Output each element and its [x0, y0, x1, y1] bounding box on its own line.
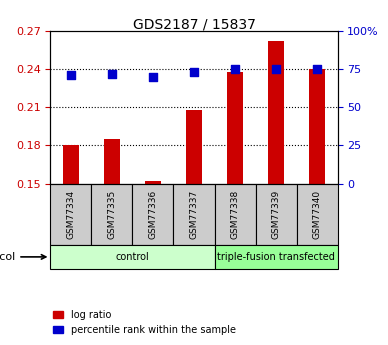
Point: [191, 69, 197, 75]
Point: [68, 72, 74, 78]
Bar: [227, 72, 243, 184]
FancyBboxPatch shape: [50, 184, 92, 245]
Bar: [309, 69, 325, 184]
Point: [150, 74, 156, 80]
Point: [273, 67, 279, 72]
Text: GSM77334: GSM77334: [66, 190, 75, 239]
FancyBboxPatch shape: [132, 184, 173, 245]
Legend: log ratio, percentile rank within the sample: log ratio, percentile rank within the sa…: [52, 308, 238, 337]
Bar: [186, 110, 202, 184]
Text: GSM77337: GSM77337: [189, 189, 199, 239]
Text: GSM77338: GSM77338: [230, 189, 239, 239]
Bar: [268, 41, 284, 184]
Text: GSM77335: GSM77335: [107, 189, 116, 239]
FancyBboxPatch shape: [50, 245, 215, 269]
Bar: [104, 139, 120, 184]
Bar: [63, 146, 79, 184]
Point: [232, 67, 238, 72]
Text: GSM77339: GSM77339: [272, 189, 281, 239]
Text: GDS2187 / 15837: GDS2187 / 15837: [133, 17, 255, 31]
FancyBboxPatch shape: [256, 184, 296, 245]
FancyBboxPatch shape: [215, 245, 338, 269]
FancyBboxPatch shape: [296, 184, 338, 245]
Text: GSM77336: GSM77336: [149, 189, 158, 239]
Text: triple-fusion transfected: triple-fusion transfected: [217, 252, 335, 262]
Text: control: control: [116, 252, 149, 262]
Point: [314, 67, 320, 72]
FancyBboxPatch shape: [92, 184, 132, 245]
FancyBboxPatch shape: [173, 184, 215, 245]
Bar: [145, 181, 161, 184]
Text: protocol: protocol: [0, 252, 46, 262]
FancyBboxPatch shape: [215, 184, 256, 245]
Point: [109, 71, 115, 77]
Text: GSM77340: GSM77340: [313, 190, 322, 239]
